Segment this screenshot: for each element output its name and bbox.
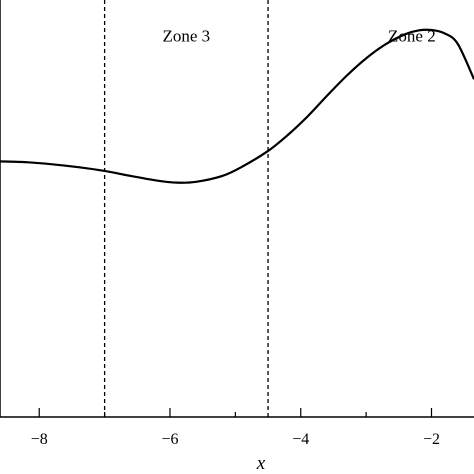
annotations: Zone 3 Zone 2 [162,27,435,46]
x-tick-label: −2 [423,431,440,448]
x-axis-title: x [256,453,266,474]
x-ticks: −8 −6 −4 −2 [31,408,440,448]
series-layer [0,28,474,184]
x-tick-label: −4 [292,431,309,448]
zone-label-2: Zone 2 [388,27,436,46]
series-line-1 [0,28,474,184]
x-tick-label: −8 [31,431,48,448]
zone-label-1: Zone 3 [162,27,210,46]
zone-boundaries [103,0,269,417]
axes [0,0,474,418]
x-tick-label: −6 [161,431,178,448]
